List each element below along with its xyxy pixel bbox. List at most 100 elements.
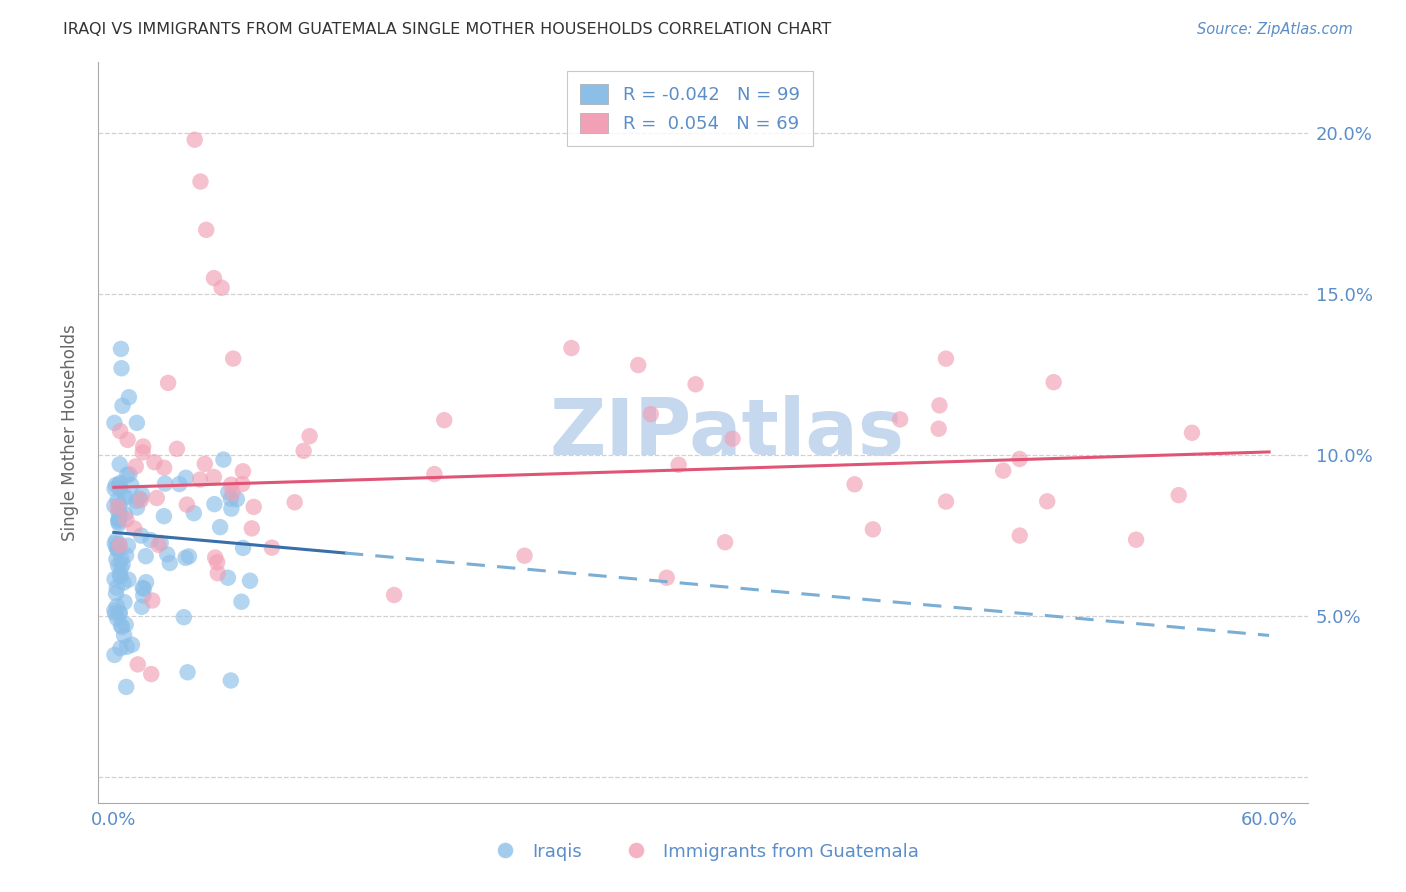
Point [108,606,131,620]
Point [132,582,155,596]
Point [114,617,136,632]
Point [103,416,125,430]
Point [108,482,131,496]
Point [121,638,143,652]
Point [668,458,690,472]
Text: Source: ZipAtlas.com: Source: ZipAtlas.com [1197,22,1353,37]
Point [107,493,129,508]
Point [132,440,155,454]
Point [174,550,197,565]
Point [125,500,148,515]
Point [382,588,405,602]
Text: ZIPatlas: ZIPatlas [550,394,904,471]
Point [655,571,678,585]
Point [640,407,662,421]
Point [222,351,245,366]
Point [125,494,148,508]
Point [129,493,152,508]
Point [131,487,153,501]
Point [204,550,226,565]
Point [117,573,139,587]
Point [107,513,129,527]
Point [928,422,950,436]
Point [148,538,170,552]
Point [153,476,176,491]
Point [188,473,211,487]
Point [212,452,235,467]
Point [209,520,232,534]
Point [221,486,243,500]
Point [1125,533,1147,547]
Point [298,429,321,443]
Point [132,589,155,603]
Point [110,569,132,583]
Point [153,509,176,524]
Point [183,506,205,520]
Point [221,501,243,516]
Point [111,558,134,572]
Point [108,499,131,513]
Point [105,599,128,614]
Point [115,512,138,526]
Point [844,477,866,491]
Point [110,560,132,574]
Point [129,528,152,542]
Point [232,464,254,478]
Point [260,541,283,555]
Point [103,648,125,662]
Point [139,533,162,548]
Point [292,443,315,458]
Point [1042,375,1064,389]
Point [202,271,225,285]
Point [232,541,254,555]
Point [153,460,176,475]
Point [149,536,172,550]
Point [110,618,132,632]
Point [935,494,957,508]
Point [111,620,134,634]
Point [242,500,264,514]
Point [107,541,129,556]
Point [284,495,307,509]
Point [128,491,150,506]
Point [1167,488,1189,502]
Point [174,471,197,485]
Point [685,377,707,392]
Point [112,628,135,642]
Point [177,549,200,564]
Point [176,665,198,680]
Point [107,505,129,519]
Point [108,538,131,552]
Y-axis label: Single Mother Households: Single Mother Households [60,325,79,541]
Point [132,445,155,459]
Point [103,482,125,496]
Point [433,413,456,427]
Point [114,490,136,504]
Text: IRAQI VS IMMIGRANTS FROM GUATEMALA SINGLE MOTHER HOUSEHOLDS CORRELATION CHART: IRAQI VS IMMIGRANTS FROM GUATEMALA SINGL… [63,22,831,37]
Point [862,522,884,536]
Point [935,351,957,366]
Point [205,555,228,569]
Point [219,673,242,688]
Point [225,492,247,507]
Point [108,512,131,526]
Point [207,566,229,581]
Point [204,497,226,511]
Point [928,398,950,412]
Point [104,607,127,621]
Point [112,575,135,590]
Point [423,467,446,481]
Point [127,657,149,672]
Point [114,491,136,506]
Point [157,376,180,390]
Point [105,581,128,595]
Point [105,552,128,566]
Point [110,641,132,656]
Point [115,548,138,562]
Point [108,537,131,551]
Point [108,606,131,620]
Point [115,680,138,694]
Point [195,223,218,237]
Point [231,477,253,491]
Point [231,595,253,609]
